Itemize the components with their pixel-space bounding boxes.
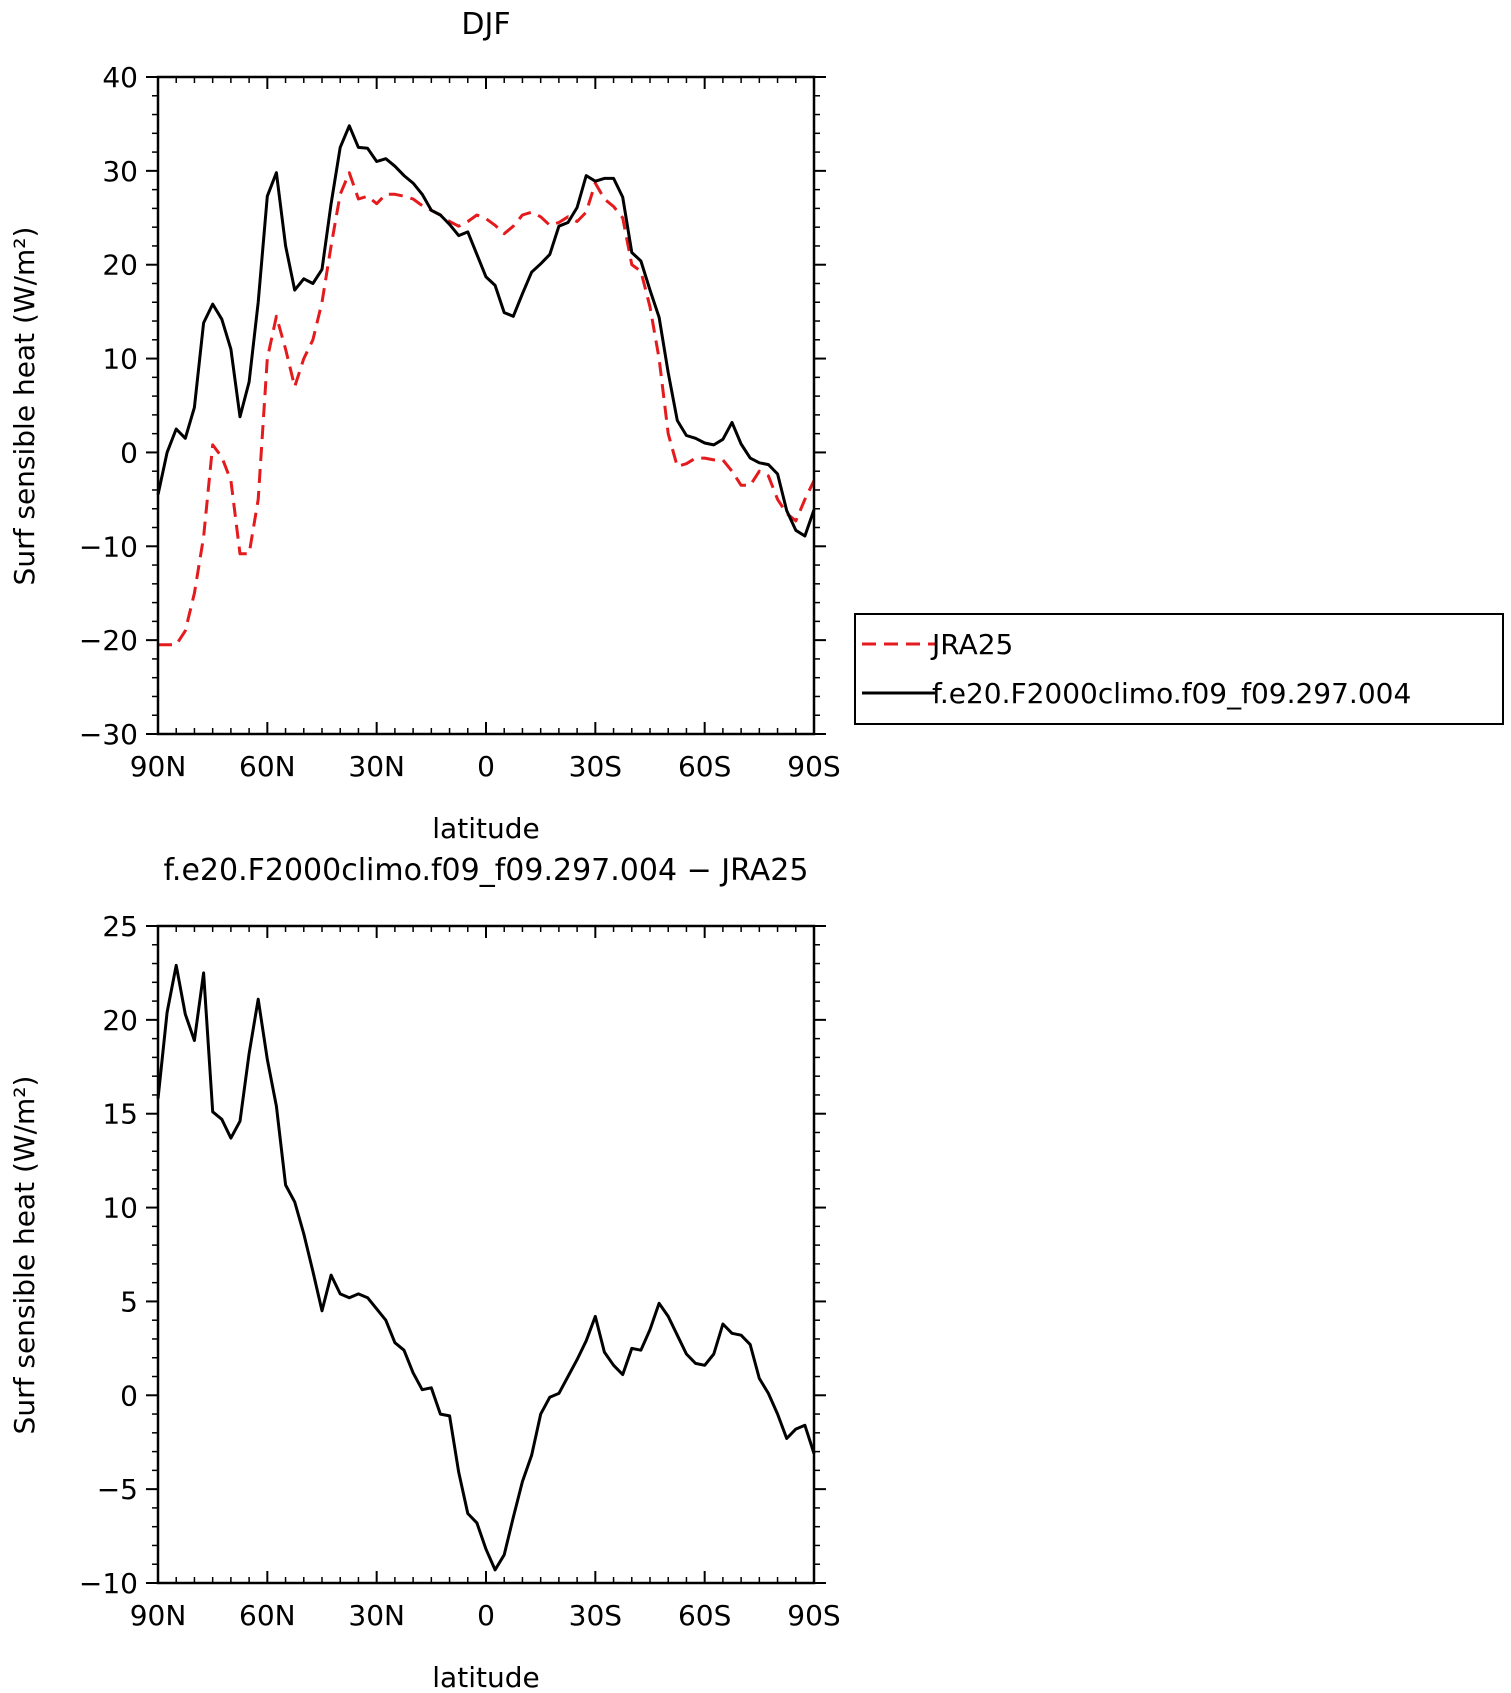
y-tick-label: −20: [79, 624, 138, 657]
x-tick-label: 60N: [239, 750, 296, 783]
y-tick-label: 40: [102, 61, 138, 94]
series-line-f-e20-f2000climo-f09-f09-297-004: [156, 124, 816, 538]
y-tick-label: 15: [102, 1098, 138, 1131]
x-tick-label: 90S: [787, 1599, 840, 1632]
x-tick-label: 30S: [569, 750, 622, 783]
y-tick-label: 0: [120, 1379, 138, 1412]
series-line-difference: [156, 963, 816, 1572]
legend-box: [854, 613, 1504, 725]
series-line-jra25: [158, 171, 816, 647]
y-tick-label: −30: [79, 718, 138, 751]
tick-layer: 90N 60N 30N 0 30S 60S 90S −30 −20 −10 0 10 20 30 40: [79, 61, 841, 783]
series-layer: [156, 963, 816, 1572]
x-tick-label: 30N: [348, 1599, 405, 1632]
legend: JRA25 f.e20.F2000climo.f09_f09.297.004: [854, 613, 1504, 725]
plot-frame: [156, 75, 816, 736]
x-tick-label: 60S: [678, 750, 731, 783]
djf-chart: DJF Surf sensible heat (W/m²) latitude 9…: [8, 7, 1504, 845]
y-tick-label: −5: [97, 1473, 138, 1506]
x-axis-label: latitude: [432, 1661, 539, 1693]
difference-chart: f.e20.F2000climo.f09_f09.297.004 − JRA25…: [8, 853, 841, 1693]
y-tick-label: −10: [79, 1567, 138, 1600]
x-tick-label: 0: [477, 1599, 495, 1632]
y-tick-label: 10: [102, 1192, 138, 1225]
x-tick-label: 30S: [569, 1599, 622, 1632]
y-tick-label: 10: [102, 343, 138, 376]
x-tick-label: 60N: [239, 1599, 296, 1632]
x-tick-label: 90N: [130, 1599, 187, 1632]
x-tick-label: 0: [477, 750, 495, 783]
y-axis-label: Surf sensible heat (W/m²): [8, 1076, 41, 1435]
y-tick-label: 5: [120, 1285, 138, 1318]
plot-frame: [156, 924, 816, 1585]
legend-label-model: f.e20.F2000climo.f09_f09.297.004: [932, 677, 1411, 710]
series-layer: [156, 124, 816, 647]
y-tick-label: 20: [102, 249, 138, 282]
x-tick-label: 90S: [787, 750, 840, 783]
y-tick-label: 20: [102, 1004, 138, 1037]
y-tick-label: −10: [79, 530, 138, 563]
x-axis-label: latitude: [432, 812, 539, 845]
y-tick-label: 0: [120, 436, 138, 469]
tick-layer: 90N 60N 30N 0 30S 60S 90S −10 −5 0 5 10 15 20 25: [79, 910, 841, 1632]
x-tick-label: 60S: [678, 1599, 731, 1632]
y-tick-label: 25: [102, 910, 138, 943]
x-tick-label: 30N: [348, 750, 405, 783]
chart-title: f.e20.F2000climo.f09_f09.297.004 − JRA25: [164, 853, 809, 888]
chart-title: DJF: [461, 7, 510, 42]
y-tick-label: 30: [102, 155, 138, 188]
legend-label-jra25: JRA25: [930, 628, 1013, 661]
y-axis-label: Surf sensible heat (W/m²): [8, 227, 41, 586]
x-tick-label: 90N: [130, 750, 187, 783]
